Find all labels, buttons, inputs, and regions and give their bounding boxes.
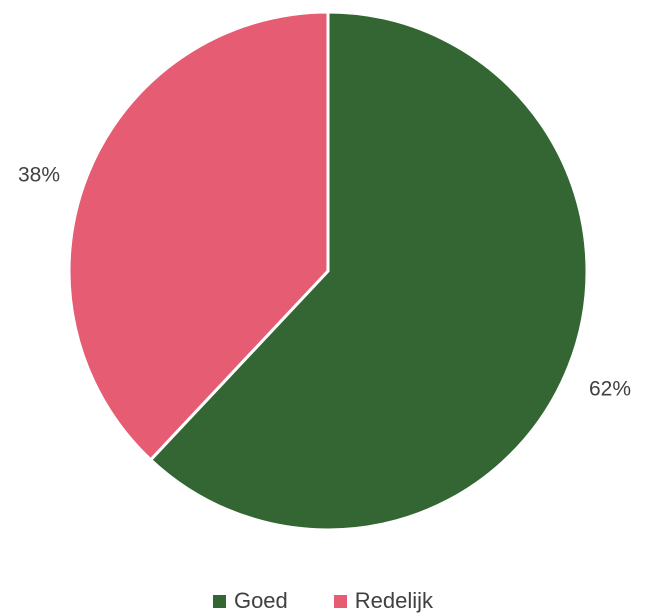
data-label-redelijk: 38% (18, 164, 60, 187)
data-label-goed: 62% (589, 378, 631, 401)
legend-label-redelijk: Redelijk (354, 588, 434, 613)
legend-item-goed: Goed (212, 588, 288, 614)
legend-label-goed: Goed (233, 588, 288, 613)
legend-item-redelijk: Redelijk (333, 588, 434, 614)
legend: Goed Redelijk (0, 588, 646, 614)
legend-swatch-redelijk (333, 594, 347, 608)
pie-slice-redelijk (67, 10, 330, 462)
pie-slice-goed (148, 10, 589, 532)
legend-swatch-goed (212, 594, 226, 608)
pie-data-labels: 62% 38% (18, 164, 631, 401)
pie-slices (67, 10, 589, 532)
